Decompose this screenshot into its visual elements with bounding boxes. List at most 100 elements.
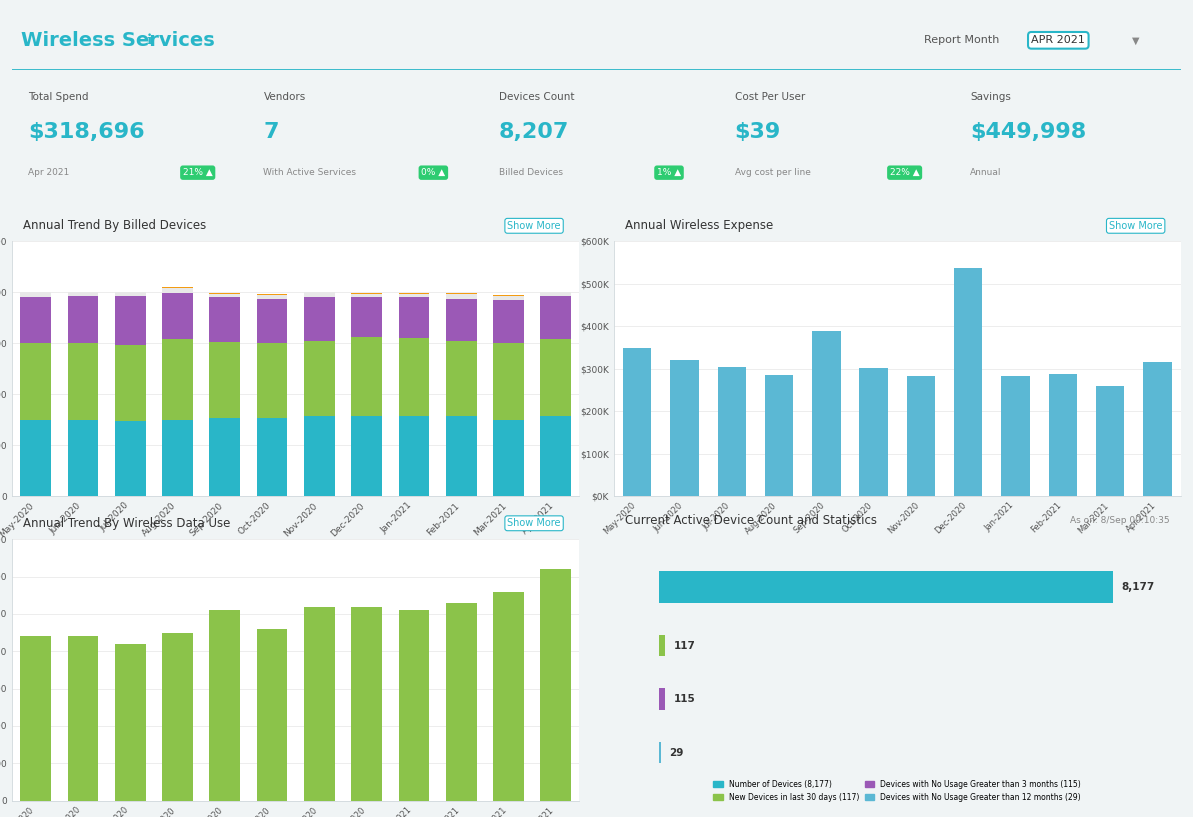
Bar [210, 610, 240, 801]
Text: $449,998: $449,998 [970, 122, 1087, 142]
Bar [68, 420, 98, 496]
Bar [446, 293, 477, 299]
Bar [670, 360, 699, 496]
Bar [446, 341, 477, 416]
Text: Savings: Savings [970, 92, 1012, 102]
Bar [398, 338, 429, 416]
Text: 1% ▲: 1% ▲ [657, 168, 681, 177]
Bar [351, 337, 382, 416]
Bar [907, 377, 935, 496]
Bar [351, 416, 382, 496]
Bar [256, 343, 288, 418]
Bar [115, 297, 146, 345]
FancyBboxPatch shape [659, 571, 1113, 603]
Bar [540, 340, 571, 416]
Bar [304, 292, 335, 297]
Bar [717, 367, 746, 496]
Text: $318,696: $318,696 [27, 122, 144, 142]
Bar [540, 416, 571, 496]
Bar [351, 606, 382, 801]
Bar [351, 297, 382, 337]
Bar [20, 636, 51, 801]
Bar [68, 636, 98, 801]
Text: Vendors: Vendors [264, 92, 305, 102]
Bar [398, 610, 429, 801]
Text: ℹ: ℹ [147, 33, 152, 47]
Bar [1096, 386, 1124, 496]
Bar [446, 603, 477, 801]
Bar [446, 299, 477, 341]
Bar [540, 297, 571, 340]
Bar [20, 420, 51, 496]
Legend: MACHINE TO MACHINE, SMARTPHONE, WIRELESS INTERNET, TABLET, SATELLITE PHONE: MACHINE TO MACHINE, SMARTPHONE, WIRELESS… [142, 571, 450, 599]
Text: 21% ▲: 21% ▲ [183, 168, 212, 177]
Bar [304, 297, 335, 341]
Text: Current Active Device Count and Statistics: Current Active Device Count and Statisti… [625, 514, 877, 526]
Bar [256, 295, 288, 299]
Bar [210, 293, 240, 297]
Text: Annual Wireless Expense: Annual Wireless Expense [625, 219, 773, 232]
Text: 7: 7 [264, 122, 279, 142]
Bar [954, 268, 982, 496]
FancyBboxPatch shape [659, 689, 666, 710]
Bar [162, 339, 193, 420]
Bar [210, 297, 240, 342]
Bar [398, 293, 429, 297]
Bar [115, 345, 146, 421]
Bar [623, 347, 651, 496]
Text: Avg cost per line: Avg cost per line [735, 168, 810, 177]
Text: Annual: Annual [970, 168, 1002, 177]
Text: Show More: Show More [507, 221, 561, 231]
Text: Show More: Show More [1109, 221, 1162, 231]
Bar [20, 343, 51, 420]
Bar [351, 293, 382, 297]
Legend: Number of Devices (8,177), New Devices in last 30 days (117), Devices with No Us: Number of Devices (8,177), New Devices i… [710, 777, 1084, 805]
Bar [115, 421, 146, 496]
Text: 22% ▲: 22% ▲ [890, 168, 920, 177]
FancyBboxPatch shape [659, 742, 661, 763]
Text: Billed Devices: Billed Devices [499, 168, 563, 177]
Bar [1049, 374, 1077, 496]
Bar [68, 292, 98, 297]
Bar [68, 343, 98, 420]
Text: Apr 2021: Apr 2021 [27, 168, 69, 177]
Text: 115: 115 [674, 694, 696, 704]
Text: 8,177: 8,177 [1121, 582, 1155, 592]
Text: Show More: Show More [507, 518, 561, 529]
Bar [812, 331, 841, 496]
Bar [446, 416, 477, 496]
Bar [162, 288, 193, 292]
Text: 117: 117 [674, 641, 696, 650]
Bar [540, 292, 571, 297]
Bar [493, 297, 524, 300]
Text: Annual Trend By Billed Devices: Annual Trend By Billed Devices [24, 219, 206, 232]
Bar [20, 297, 51, 343]
Text: 29: 29 [669, 748, 684, 757]
Text: Wireless Services: Wireless Services [21, 31, 215, 50]
Text: Total Spend: Total Spend [27, 92, 88, 102]
Bar [398, 416, 429, 496]
Bar [304, 341, 335, 416]
Bar [210, 342, 240, 418]
Bar [304, 416, 335, 496]
Bar [115, 644, 146, 801]
Text: Annual Trend By Wireless Data Use: Annual Trend By Wireless Data Use [24, 517, 230, 529]
Bar [162, 292, 193, 339]
Bar [115, 292, 146, 297]
Bar [1001, 377, 1030, 496]
Bar [304, 606, 335, 801]
Bar [540, 569, 571, 801]
Bar [765, 375, 793, 496]
Bar [493, 592, 524, 801]
Bar [256, 299, 288, 343]
Text: ▼: ▼ [1132, 35, 1139, 45]
Bar [256, 418, 288, 496]
Bar [68, 297, 98, 343]
Bar [859, 368, 888, 496]
Text: APR 2021: APR 2021 [1032, 35, 1086, 45]
Bar [20, 292, 51, 297]
Text: Report Month: Report Month [923, 35, 1000, 45]
Bar [162, 420, 193, 496]
Bar [210, 418, 240, 496]
Bar [493, 420, 524, 496]
